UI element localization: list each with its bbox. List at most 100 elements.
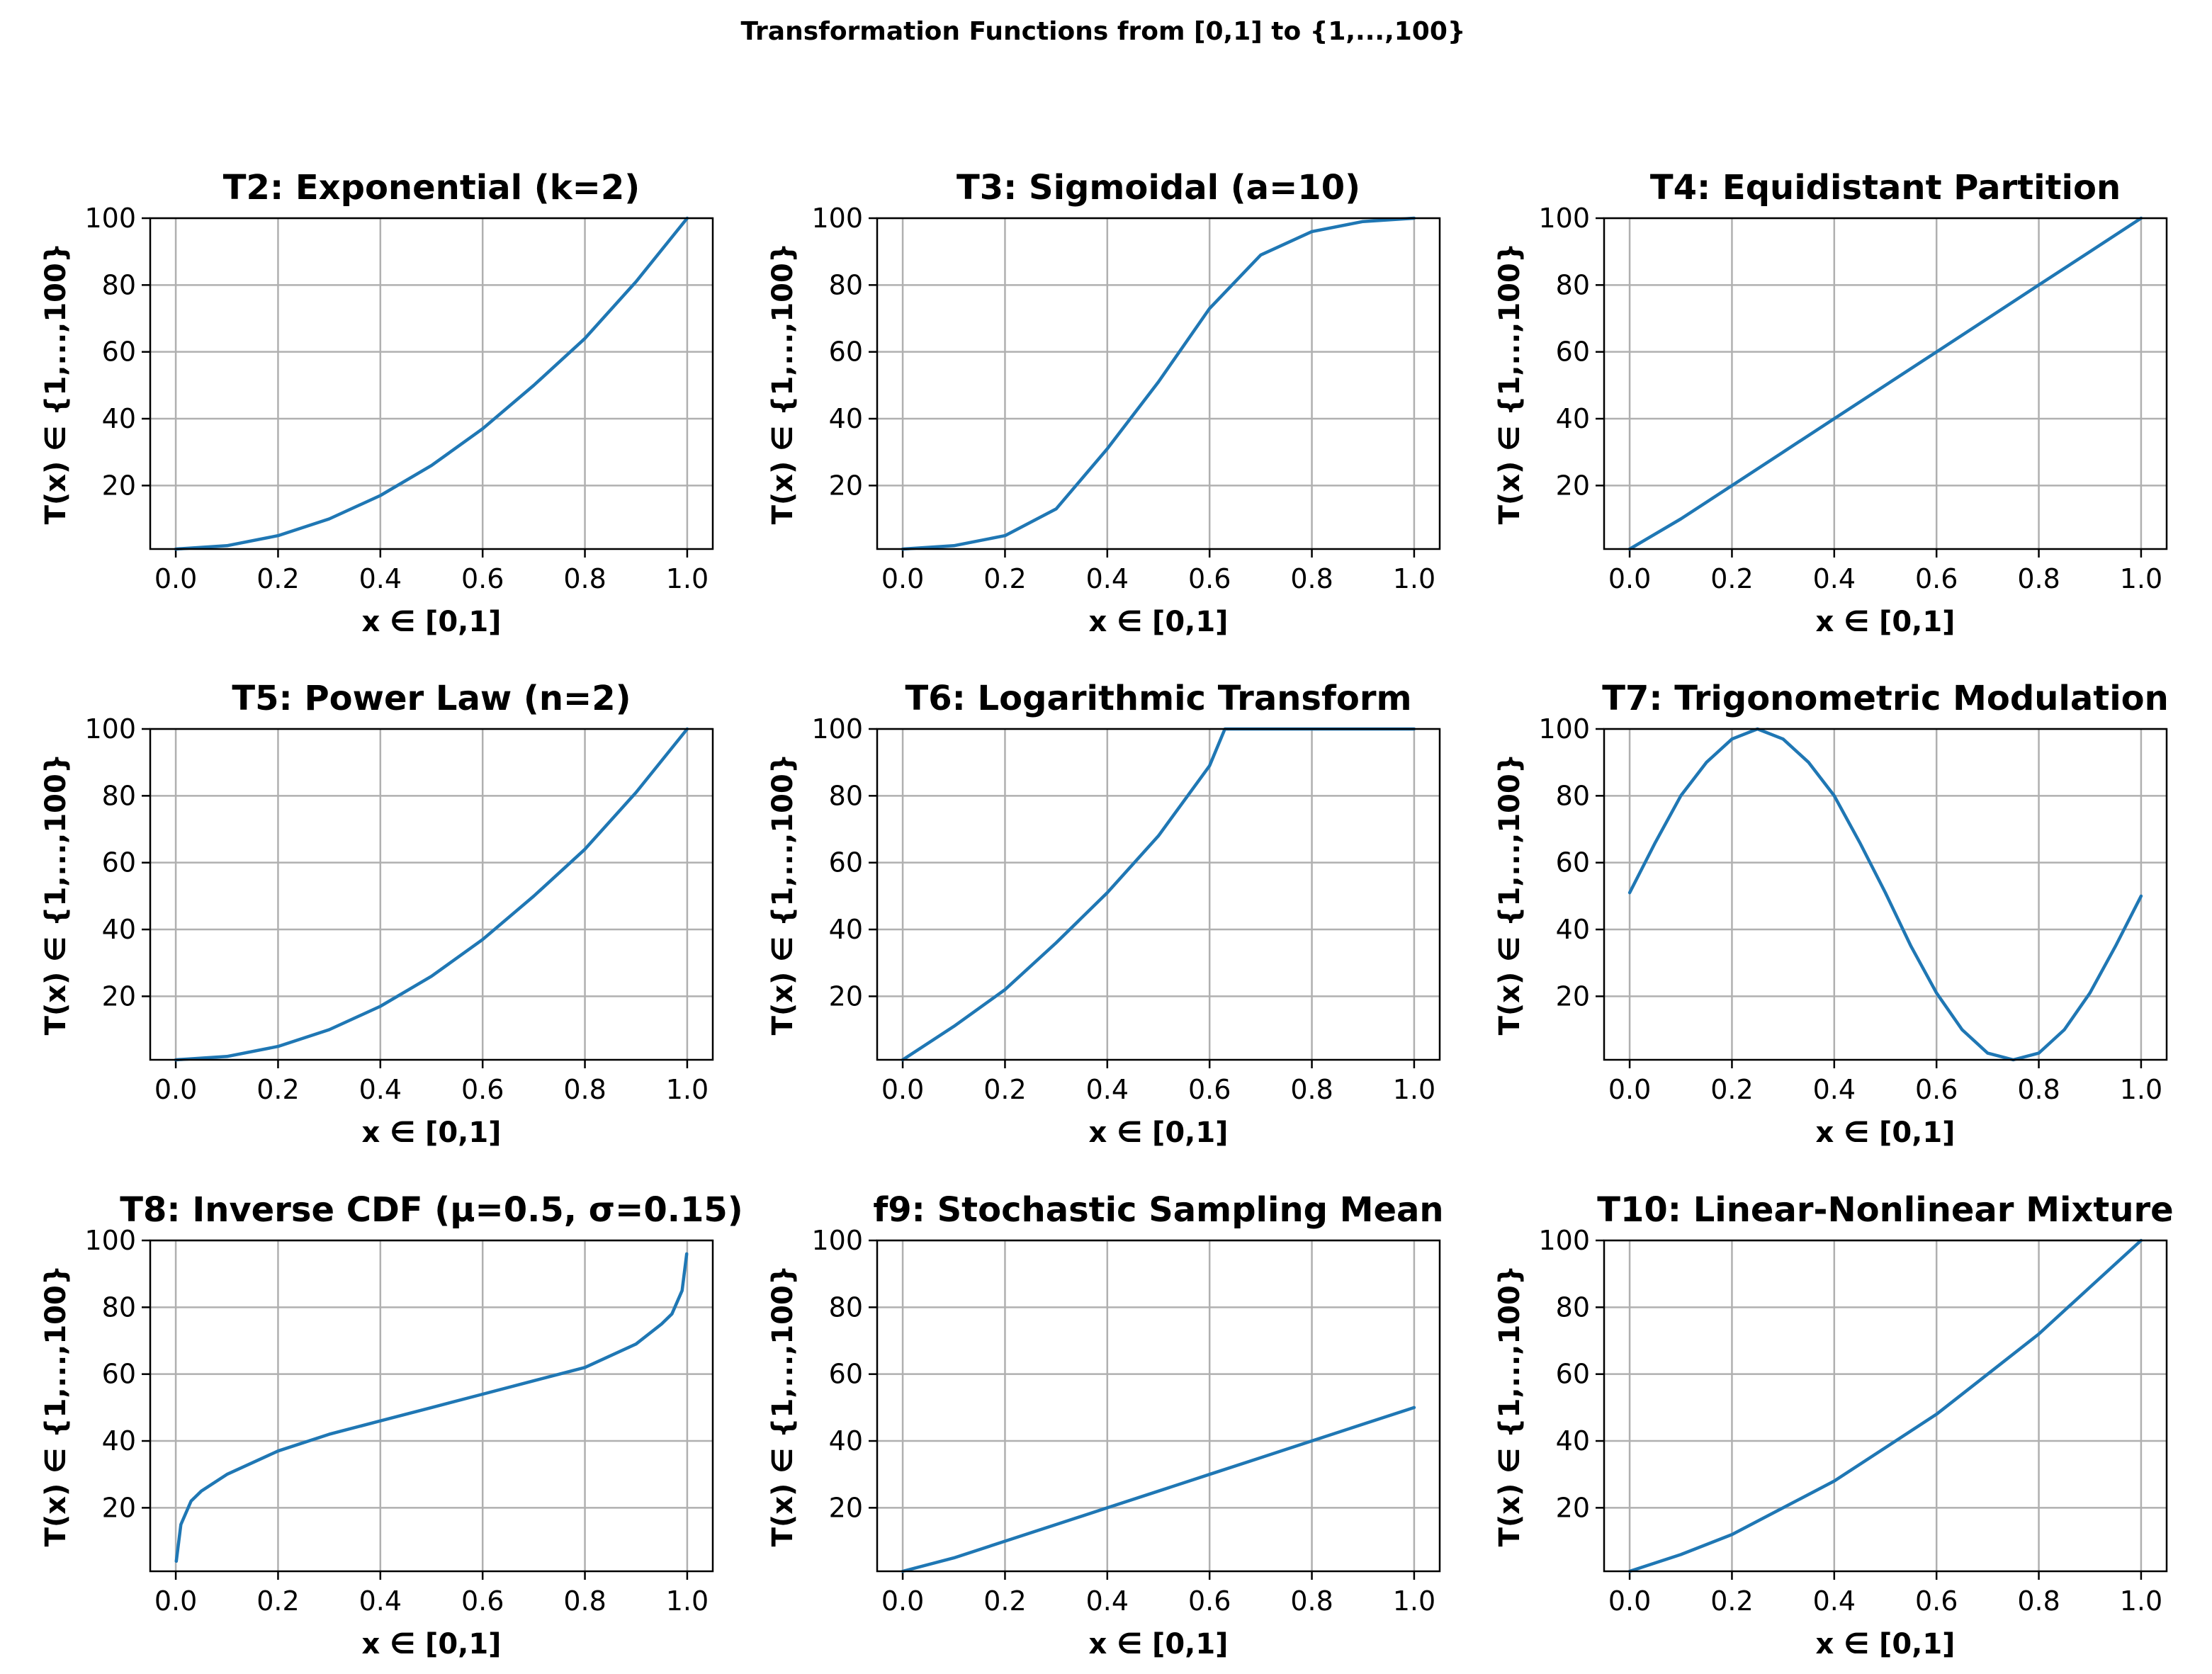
plot-frame	[1603, 728, 2168, 1061]
y-tick-label: 80	[102, 1291, 136, 1323]
x-tick-label: 0.0	[154, 563, 197, 594]
x-axis-label: x ∈ [0,1]	[1816, 1116, 1956, 1149]
x-tick-label: 0.0	[881, 1074, 924, 1105]
y-axis-label: T(x) ∈ {1,...,100}	[767, 754, 799, 1036]
x-tick-label: 0.6	[461, 1585, 504, 1617]
x-tick-label: 0.2	[1710, 563, 1753, 594]
x-axis-label: x ∈ [0,1]	[362, 1116, 502, 1149]
x-tick-label: 1.0	[1393, 1074, 1435, 1105]
y-tick-label: 20	[829, 980, 863, 1012]
y-tick-label: 100	[1538, 1225, 1590, 1256]
subplot-title: f9: Stochastic Sampling Mean	[873, 1190, 1443, 1230]
series-line-T10	[1627, 1238, 2143, 1573]
subplot-title: T3: Sigmoidal (a=10)	[957, 168, 1360, 208]
y-tick-label: 60	[829, 1359, 863, 1390]
y-axis-label: T(x) ∈ {1,...,100}	[1494, 1265, 1526, 1547]
subplot-title: T4: Equidistant Partition	[1650, 168, 2121, 208]
y-tick-label: 60	[102, 337, 136, 368]
subplot-8: 0.0 0.2 0.4 0.6 0.8 1.0 20 40 60 80 100 f9: Stochas…	[767, 1190, 1444, 1661]
y-tick-label: 40	[829, 914, 863, 945]
x-tick-label: 1.0	[2120, 563, 2162, 594]
y-tick-label: 40	[829, 1425, 863, 1457]
y-tick-label: 60	[829, 847, 863, 878]
x-tick-label: 0.6	[1915, 1074, 1958, 1105]
subplot-title: T8: Inverse CDF (μ=0.5, σ=0.15)	[120, 1190, 743, 1230]
x-axis-label: x ∈ [0,1]	[1816, 1628, 1956, 1661]
x-axis-label: x ∈ [0,1]	[1089, 1628, 1229, 1661]
x-tick-label: 0.8	[563, 1585, 606, 1617]
plot-frame	[1603, 1239, 2168, 1573]
y-tick-label: 40	[829, 403, 863, 434]
y-tick-label: 80	[829, 780, 863, 811]
y-axis-label: T(x) ∈ {1,...,100}	[40, 1265, 72, 1547]
x-tick-label: 1.0	[1393, 563, 1435, 594]
x-tick-label: 1.0	[666, 1585, 709, 1617]
y-tick-label: 80	[1556, 1291, 1590, 1323]
subplot-4: 0.0 0.2 0.4 0.6 0.8 1.0 20 40 60 80 100 T5: Power L…	[40, 679, 714, 1149]
x-tick-label: 0.4	[1086, 1585, 1129, 1617]
x-axis-label: x ∈ [0,1]	[362, 1628, 502, 1661]
x-axis-label: x ∈ [0,1]	[1816, 606, 1956, 638]
x-tick-label: 0.8	[1290, 1074, 1333, 1105]
y-tick-label: 20	[829, 1492, 863, 1523]
subplot-5: 0.0 0.2 0.4 0.6 0.8 1.0 20 40 60 80 100 T6: Logarit…	[767, 679, 1441, 1149]
y-axis-label: T(x) ∈ {1,...,100}	[40, 243, 72, 525]
subplot-6: 0.0 0.2 0.4 0.6 0.8 1.0 20 40 60 80 100 T7: Trigono…	[1494, 679, 2169, 1149]
y-tick-label: 80	[1556, 269, 1590, 300]
y-tick-label: 60	[1556, 337, 1590, 368]
x-tick-label: 0.4	[1086, 563, 1129, 594]
x-tick-label: 0.6	[1188, 563, 1231, 594]
x-tick-label: 0.4	[359, 1074, 402, 1105]
x-tick-label: 0.8	[1290, 1585, 1333, 1617]
figure-title: Transformation Functions from [0,1] to {…	[740, 17, 1465, 46]
x-tick-label: 0.2	[983, 1585, 1026, 1617]
subplot-1: 0.0 0.2 0.4 0.6 0.8 1.0 20 40 60 80 100 T2: Exponen…	[40, 168, 714, 638]
x-tick-label: 0.8	[1290, 563, 1333, 594]
x-tick-label: 0.8	[563, 563, 606, 594]
x-tick-label: 1.0	[1393, 1585, 1435, 1617]
subplot-title: T2: Exponential (k=2)	[223, 168, 640, 208]
y-tick-label: 60	[102, 847, 136, 878]
x-tick-label: 0.4	[1813, 1074, 1856, 1105]
y-tick-label: 100	[84, 713, 136, 745]
y-tick-label: 20	[102, 470, 136, 501]
x-tick-label: 0.2	[1710, 1074, 1753, 1105]
plot-frame	[876, 728, 1441, 1061]
y-tick-label: 80	[1556, 780, 1590, 811]
x-tick-label: 1.0	[666, 563, 709, 594]
y-tick-label: 60	[102, 1359, 136, 1390]
series-line-T2	[174, 216, 689, 551]
x-tick-label: 0.4	[1813, 1585, 1856, 1617]
series-line-T7	[1627, 727, 2143, 1062]
series-line-T3	[901, 216, 1416, 551]
y-tick-label: 20	[102, 980, 136, 1012]
y-tick-label: 20	[1556, 1492, 1590, 1523]
y-axis-label: T(x) ∈ {1,...,100}	[40, 754, 72, 1036]
y-tick-label: 100	[811, 1225, 863, 1256]
y-tick-label: 40	[102, 914, 136, 945]
x-tick-label: 0.0	[154, 1585, 197, 1617]
y-axis-label: T(x) ∈ {1,...,100}	[767, 243, 799, 525]
y-tick-label: 40	[1556, 403, 1590, 434]
x-tick-label: 0.4	[1813, 563, 1856, 594]
series-line-T8	[174, 1252, 689, 1563]
x-tick-label: 0.4	[359, 563, 402, 594]
y-axis-label: T(x) ∈ {1,...,100}	[767, 1265, 799, 1547]
x-tick-label: 0.4	[359, 1585, 402, 1617]
y-tick-label: 80	[829, 269, 863, 300]
x-tick-label: 0.2	[983, 1074, 1026, 1105]
plot-frame	[149, 1239, 714, 1573]
y-tick-label: 40	[102, 1425, 136, 1457]
x-axis-label: x ∈ [0,1]	[1089, 606, 1229, 638]
x-tick-label: 0.6	[1915, 563, 1958, 594]
y-tick-label: 20	[829, 470, 863, 501]
plot-frame	[876, 1239, 1441, 1573]
x-tick-label: 0.0	[881, 1585, 924, 1617]
x-tick-label: 0.8	[563, 1074, 606, 1105]
y-tick-label: 60	[1556, 1359, 1590, 1390]
plot-frame	[149, 728, 714, 1061]
y-tick-label: 60	[829, 337, 863, 368]
plot-frame	[1603, 217, 2168, 550]
